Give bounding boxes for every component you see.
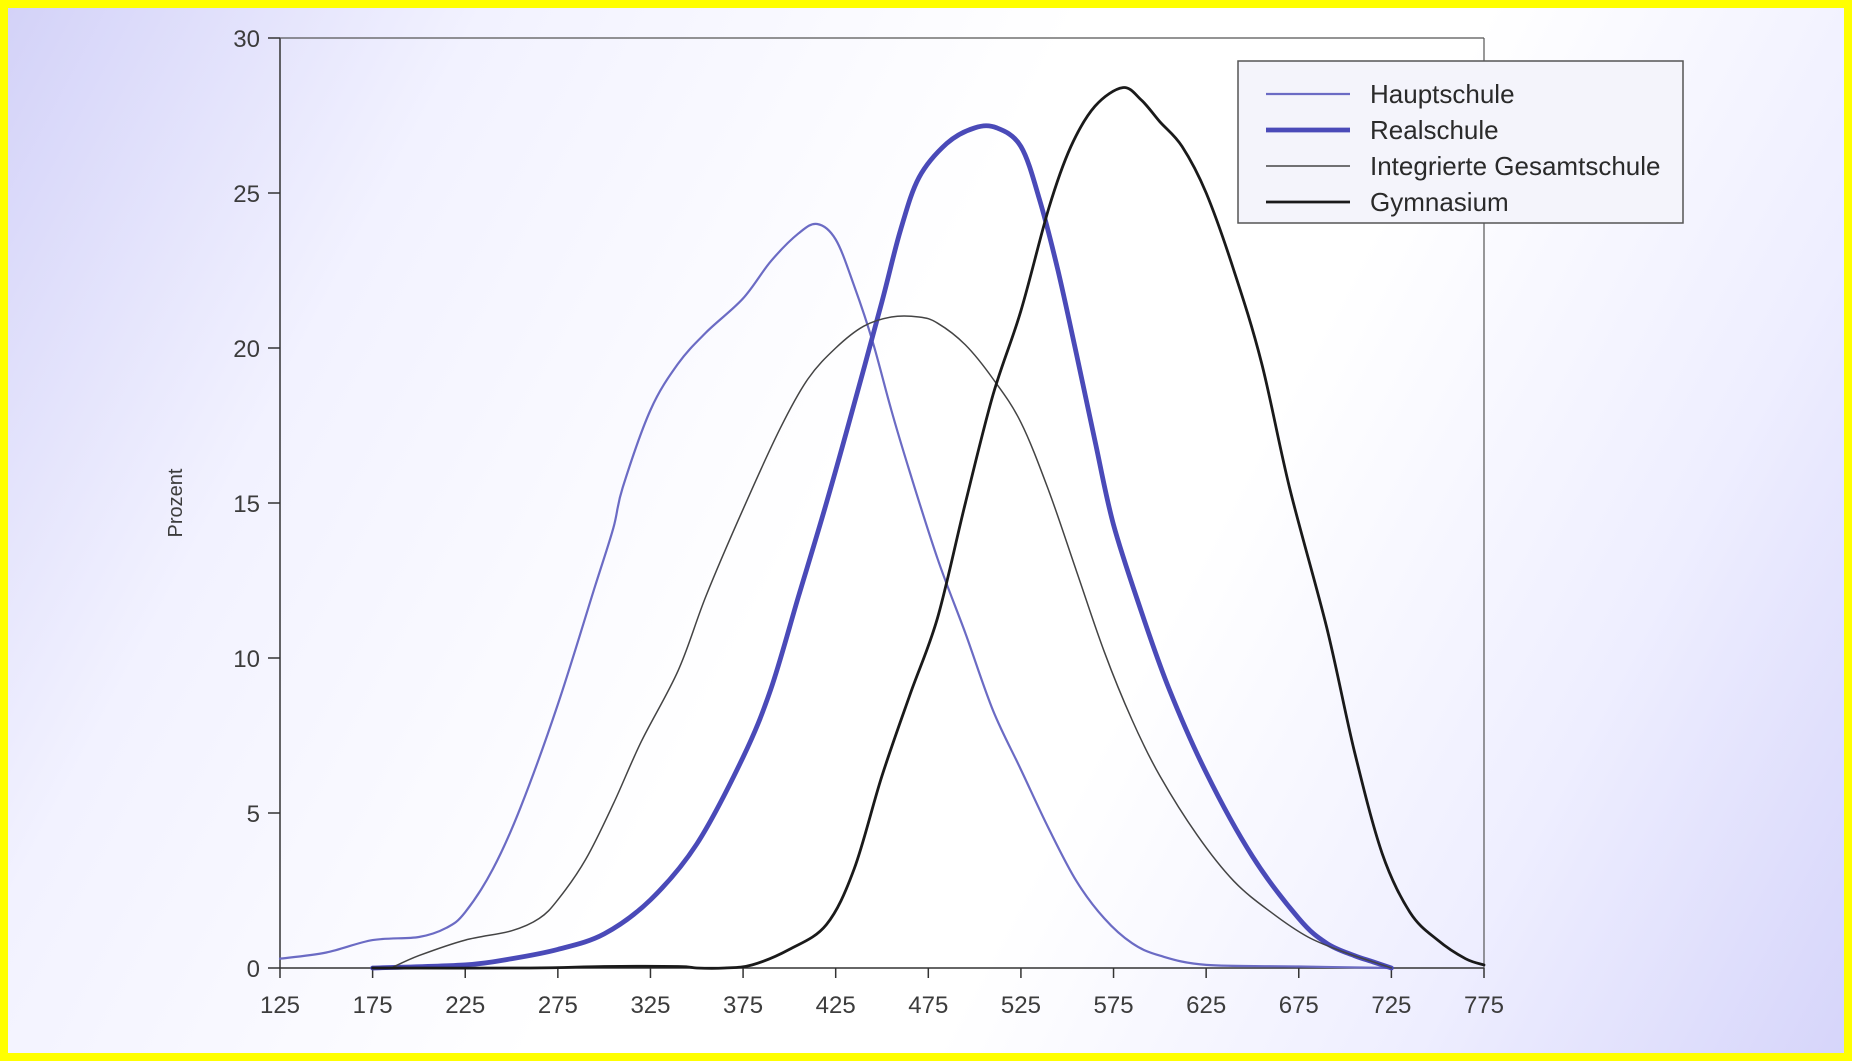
slide-frame: 125 175 225 275 325 375 425 475 525 575 625 675 725 7… (8, 8, 1844, 1053)
x-tick-label: 225 (445, 992, 485, 1019)
series-group (278, 86, 1486, 971)
x-tick-label: 475 (908, 992, 948, 1019)
series-line-hauptschule (278, 222, 1393, 970)
y-tick-label: 20 (233, 336, 260, 363)
x-tick-label: 425 (816, 992, 856, 1019)
y-tick-label: 10 (233, 646, 260, 673)
x-tick-label: 175 (353, 992, 393, 1019)
legend: Hauptschule Realschule Integrierte Gesamts… (1237, 60, 1684, 224)
legend-label: Integrierte Gesamtschule (1370, 151, 1660, 181)
x-tick-label: 575 (1094, 992, 1134, 1019)
y-axis-label: Prozent (165, 468, 187, 537)
legend-box (1237, 60, 1684, 224)
y-tick-label: 0 (247, 956, 260, 983)
series-line-realschule (370, 123, 1394, 971)
legend-label: Realschule (1370, 115, 1499, 145)
axis-ticks: 125 175 225 275 325 375 425 475 525 575 625 675 725 7… (233, 26, 1504, 1019)
x-tick-label: 525 (1001, 992, 1041, 1019)
x-tick-label: 125 (260, 992, 300, 1019)
x-tick-label: 675 (1279, 992, 1319, 1019)
series-line-integrierte-gesamtschule (390, 315, 1393, 969)
y-tick-label: 5 (247, 801, 260, 828)
legend-label: Gymnasium (1370, 187, 1509, 217)
x-tick-label: 775 (1464, 992, 1504, 1019)
y-tick-label: 25 (233, 181, 260, 208)
x-tick-label: 325 (630, 992, 670, 1019)
x-tick-label: 375 (723, 992, 763, 1019)
chart-svg: 125 175 225 275 325 375 425 475 525 575 625 675 725 7… (165, 26, 1684, 1019)
y-tick-label: 15 (233, 491, 260, 518)
x-tick-label: 625 (1186, 992, 1226, 1019)
x-tick-label: 725 (1371, 992, 1411, 1019)
series-line-gymnasium (371, 86, 1486, 970)
legend-label: Hauptschule (1370, 79, 1515, 109)
x-tick-label: 275 (538, 992, 578, 1019)
y-tick-label: 30 (233, 26, 260, 53)
